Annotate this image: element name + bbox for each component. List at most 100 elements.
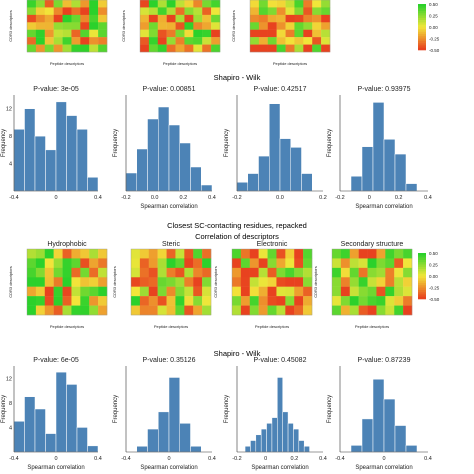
colorbar-segment: [418, 22, 426, 25]
heatmap-cell: [44, 258, 54, 269]
heatmap-cell: [71, 44, 81, 53]
y-tick-label: 8: [9, 134, 12, 140]
colorbar-segment: [418, 276, 426, 279]
heatmap-cell: [250, 7, 260, 16]
heatmap-cell: [27, 14, 37, 23]
heatmap-cell: [35, 14, 45, 23]
heatmap-cell: [157, 7, 167, 16]
histogram-bar: [190, 166, 202, 192]
panels-layer: Peptide descriptors CDR3 descriptors Pepti…: [1, 0, 440, 471]
heatmap-cell: [131, 286, 141, 297]
heatmap-cell: [44, 22, 54, 30]
heatmap-cell: [175, 22, 185, 30]
heatmap-cell: [89, 29, 99, 38]
heatmap-cell: [285, 22, 295, 30]
heatmap-cell: [276, 296, 286, 306]
heatmap-cell: [62, 37, 72, 45]
heatmap-cell: [148, 249, 158, 259]
histogram-xlabel: Spearman correlation: [140, 204, 197, 210]
heatmap-cell: [312, 7, 322, 16]
heatmap-cell: [276, 249, 286, 259]
histogram-ylabel: Frequency: [327, 129, 333, 157]
heatmap-cell: [376, 277, 386, 287]
heatmap-cell: [321, 14, 331, 23]
heatmap-cell: [139, 267, 149, 278]
heatmap-cell: [332, 249, 342, 259]
colorbar-segment: [418, 271, 426, 274]
histogram-ylabel: Frequency: [113, 129, 119, 157]
heatmap-cell: [27, 44, 37, 53]
colorbar-segment: [418, 259, 426, 263]
colorbar-segment: [418, 287, 426, 291]
heatmap-cell: [249, 249, 259, 259]
heatmap-cell: [53, 277, 63, 287]
heatmap-cell: [166, 14, 176, 23]
heatmap-cell: [27, 267, 37, 278]
heatmap-cell: [332, 305, 342, 316]
colorbar-tick-label: 0.50: [429, 251, 438, 256]
heatmap-cell: [166, 29, 176, 38]
heatmap-cell: [89, 286, 99, 297]
heatmap-cell: [276, 7, 286, 16]
heatmap-cell: [267, 277, 277, 287]
colorbar-segment: [418, 10, 426, 14]
histogram-bar: [303, 446, 310, 453]
heatmap-cell: [131, 267, 141, 278]
heatmap-cell: [175, 286, 185, 297]
heatmap-cell: [340, 267, 350, 278]
heatmap-cell: [249, 286, 259, 297]
heatmap-cell: [44, 0, 54, 8]
histogram-bar: [34, 408, 46, 453]
heatmap-cell: [403, 286, 413, 297]
heatmap-cell: [276, 277, 286, 287]
heatmap-cell: [89, 296, 99, 306]
heatmap-cell: [175, 267, 185, 278]
heatmap-ylabel: CDR3 descriptors: [121, 10, 126, 42]
heatmap-cell: [376, 267, 386, 278]
heatmap-cell: [193, 14, 203, 23]
heatmap-cell: [258, 305, 268, 316]
heatmap-cell: [321, 37, 331, 45]
x-tick-label: 0.2: [319, 195, 327, 201]
colorbar-bottom: [418, 253, 426, 300]
heatmap-cell: [303, 37, 313, 45]
heatmap-cell: [53, 267, 63, 278]
heatmap-cell: [211, 0, 221, 8]
heatmap-cell: [89, 267, 99, 278]
heatmap-cell: [367, 305, 377, 316]
colorbar-segment: [418, 45, 426, 48]
histogram-hist-top-2: [125, 95, 213, 192]
heatmap-cell: [294, 22, 304, 30]
heatmap-cell: [98, 37, 108, 45]
heatmap-cell: [376, 249, 386, 259]
colorbar-segment: [418, 31, 426, 35]
heatmap-cell: [232, 305, 242, 316]
heatmap-cell: [267, 267, 277, 278]
heatmap-cell: [62, 0, 72, 8]
heatmap-cell: [240, 286, 250, 297]
heatmap-cell: [80, 0, 90, 8]
histogram-bar: [244, 446, 251, 453]
heatmap-cell: [276, 267, 286, 278]
heatmap-cell: [71, 249, 81, 259]
heatmap-cell: [267, 296, 277, 306]
heatmap-cell: [258, 267, 268, 278]
heatmap-cell: [166, 305, 176, 316]
colorbar-tick-label: 0.50: [429, 2, 438, 7]
heatmap-cell: [321, 0, 331, 8]
heatmap-cell: [267, 44, 277, 53]
heatmap-ylabel: CDR3 descriptors: [112, 266, 117, 298]
heatmap-cell: [157, 277, 167, 287]
heatmap-cell: [358, 258, 368, 269]
heatmap-cell: [367, 286, 377, 297]
heatmap-ylabel: CDR3 descriptors: [231, 10, 236, 42]
heatmap-cell: [157, 14, 167, 23]
heatmap-cell: [98, 29, 108, 38]
histogram-bar: [271, 417, 278, 453]
heatmap-cell: [303, 44, 313, 53]
heatmap-cell: [385, 258, 395, 269]
heatmap-border: [249, 0, 331, 53]
heatmap-cell: [332, 296, 342, 306]
heatmap-cell: [303, 267, 313, 278]
